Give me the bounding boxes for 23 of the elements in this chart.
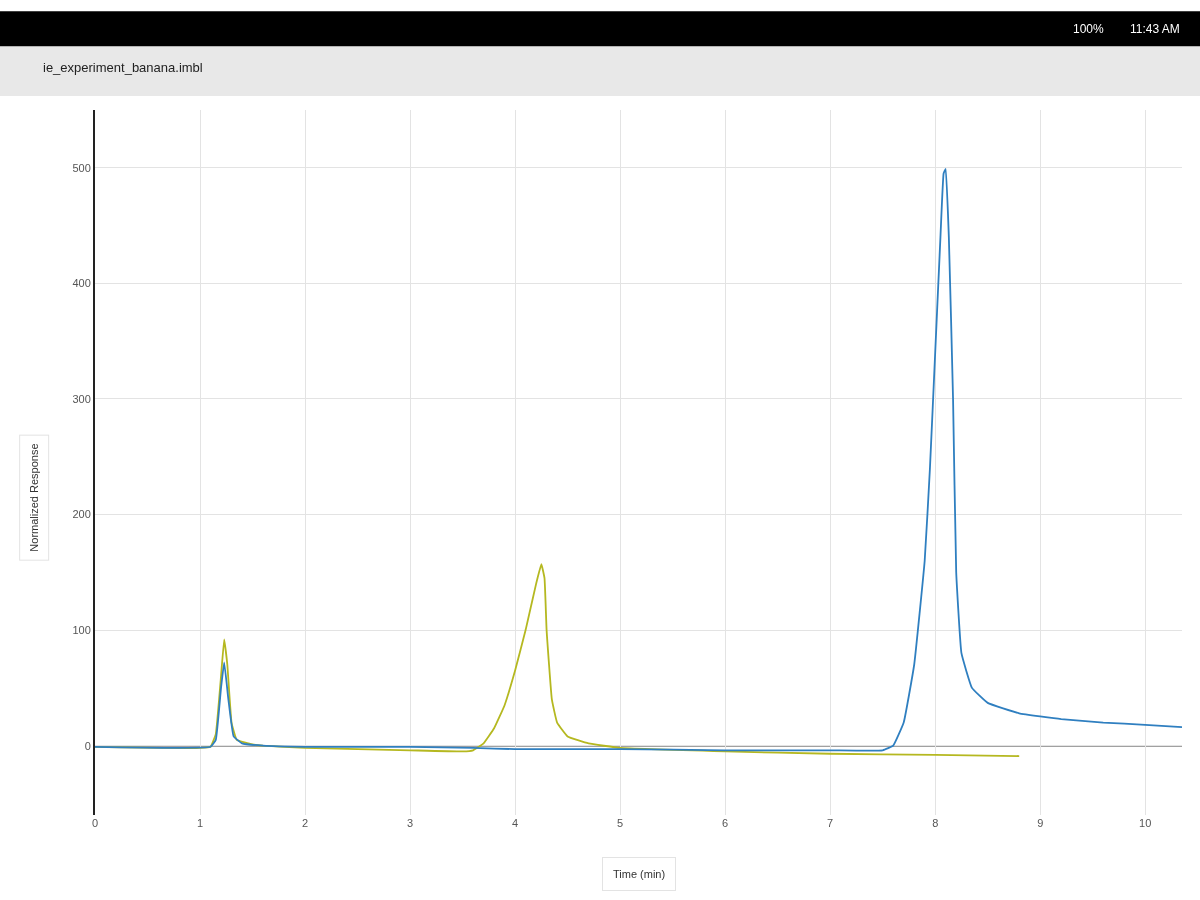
y-tick-label: 200 [72,508,91,521]
x-tick-label: 8 [932,817,939,829]
x-tick-label: 0 [91,817,99,829]
line-series [95,168,1182,752]
x-tick-label: 9 [1037,817,1044,829]
y-tick-label: 300 [72,392,91,405]
chart-title: ie_experiment_banana.imbl [43,60,203,75]
y-tick-label: 0 [84,739,91,752]
x-tick-label: 6 [722,817,729,829]
x-tick-label: 7 [827,817,834,829]
x-tick-label: 1 [196,817,204,829]
x-tick-label: 10 [1139,817,1152,829]
text: 11:43 AM [1130,22,1180,36]
x-tick-label: 3 [407,817,414,829]
x-tick-label: 2 [301,817,309,829]
x-axis-title: Time (min) [613,868,666,880]
x-tick-label: 4 [512,817,519,829]
y-tick-label: 400 [72,277,91,290]
text: 100% [1073,22,1105,36]
y-axis-title: Normalized Response [28,443,41,552]
x-tick-label: 5 [617,817,624,829]
y-tick-label: 500 [72,161,91,174]
y-tick-label: 100 [72,623,91,636]
